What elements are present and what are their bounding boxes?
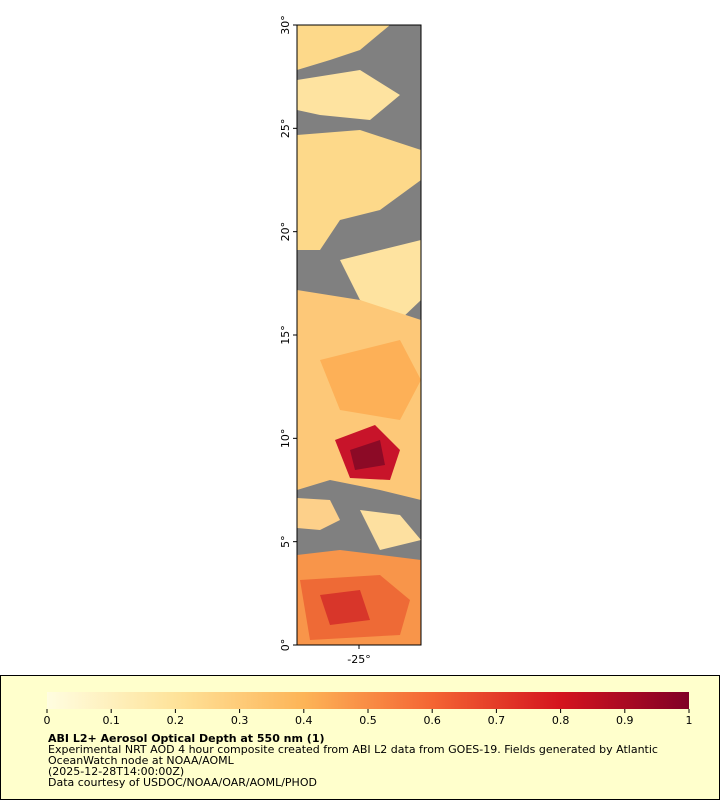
lat-tick-label: 10° [279,429,292,449]
caption-title: ABI L2+ Aerosol Optical Depth at 550 nm … [48,732,325,745]
colorbar-tick-label: 0.6 [423,714,441,727]
aod-image [297,25,421,645]
caption-line: Data courtesy of USDOC/NOAA/OAR/AOML/PHO… [48,776,317,789]
lat-tick-label: 30° [279,15,292,35]
colorbar-tick-label: 0.5 [359,714,377,727]
lat-tick-label: 20° [279,222,292,242]
caption-line: OceanWatch node at NOAA/AOML [48,754,235,767]
colorbar-ticks: 0 0.1 0.2 0.3 0.4 0.5 0.6 0.7 0.8 0.9 1 [44,709,693,727]
colorbar [47,692,689,709]
colorbar-tick-label: 0.2 [167,714,185,727]
map-axes: 0° 5° 10° 15° 20° 25° 30° -25° [279,15,371,666]
lon-tick-label: -25° [347,653,370,666]
colorbar-tick-label: 0.4 [295,714,313,727]
lat-tick-label: 25° [279,119,292,139]
lat-tick-label: 5° [279,535,292,548]
colorbar-tick-label: 1 [686,714,693,727]
colorbar-tick-label: 0.9 [616,714,634,727]
colorbar-tick-label: 0 [44,714,51,727]
caption-line: Experimental NRT AOD 4 hour composite cr… [48,743,658,756]
colorbar-tick-label: 0.7 [488,714,506,727]
caption-line: (2025-12-28T14:00:00Z) [48,765,184,778]
lat-tick-label: 15° [279,325,292,345]
colorbar-tick-label: 0.8 [552,714,570,727]
lat-tick-label: 0° [279,639,292,652]
colorbar-tick-label: 0.3 [231,714,249,727]
colorbar-tick-label: 0.1 [102,714,120,727]
